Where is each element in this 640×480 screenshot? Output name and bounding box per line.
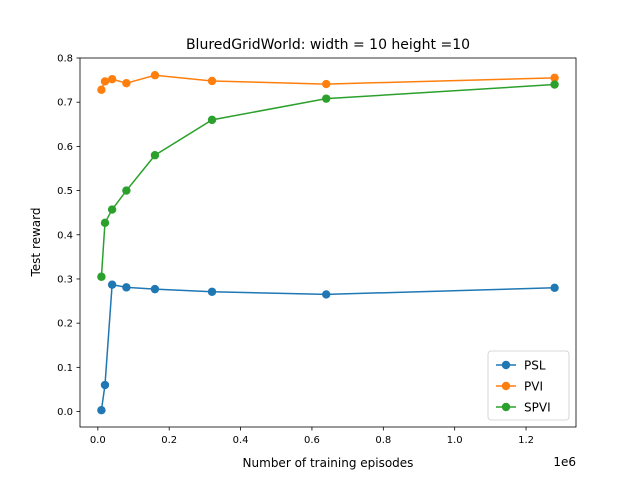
data-point-psl xyxy=(150,284,160,294)
data-point-pvi xyxy=(97,85,106,95)
data-point-psl xyxy=(122,283,131,292)
legend-label-pvi: PVI xyxy=(524,380,543,394)
y-tick-label: 0.2 xyxy=(57,319,73,330)
data-point-spvi xyxy=(207,115,217,125)
legend: PSL PVI SPVI xyxy=(487,350,570,421)
series-line-spvi xyxy=(100,83,555,277)
chart-title: BluredGridWorld: width = 10 height =10 xyxy=(186,37,470,53)
data-point-spvi xyxy=(97,272,106,281)
data-point-pvi xyxy=(322,79,331,89)
data-point-psl xyxy=(550,283,559,292)
legend-marker-pvi xyxy=(501,381,511,391)
data-point-psl xyxy=(100,380,110,390)
data-point-pvi xyxy=(100,77,110,86)
x-tick-label: 0.0 xyxy=(90,435,106,446)
data-point-spvi xyxy=(150,151,160,160)
data-point-pvi xyxy=(122,78,131,88)
data-point-spvi xyxy=(122,186,131,195)
x-tick-label: 0.2 xyxy=(161,435,177,446)
data-point-psl xyxy=(207,287,217,296)
y-axis-label: Test reward xyxy=(29,207,43,277)
x-tick-label: 0.4 xyxy=(233,435,249,446)
data-point-pvi xyxy=(550,73,559,83)
data-point-spvi xyxy=(100,218,110,228)
y-tick-label: 0.0 xyxy=(57,407,73,418)
legend-label-spvi: SPVI xyxy=(524,401,551,415)
y-tick-label: 0.1 xyxy=(57,363,73,374)
data-point-psl xyxy=(322,290,331,299)
data-point-spvi xyxy=(322,94,331,103)
plot-area: 0.0 0.2 0.4 0.6 0.8 1.0 1.2 0.0 0.1 0.2 0.3 0.4 0.5 0… xyxy=(57,54,577,446)
y-tick-label: 0.8 xyxy=(57,54,73,65)
x-tick-label: 0.6 xyxy=(304,435,320,446)
data-point-spvi xyxy=(550,80,559,89)
x-tick-label: 1.2 xyxy=(518,435,534,446)
y-tick-label: 0.5 xyxy=(57,186,73,197)
y-tick-label: 0.7 xyxy=(57,98,73,109)
data-point-psl xyxy=(107,280,117,289)
data-point-spvi xyxy=(107,205,117,214)
y-tick-label: 0.6 xyxy=(57,142,73,153)
data-point-pvi xyxy=(150,71,160,80)
x-axis-offset-label: 1e6 xyxy=(553,455,576,469)
legend-label-psl: PSL xyxy=(524,359,546,373)
y-tick-label: 0.3 xyxy=(57,274,73,285)
data-point-pvi xyxy=(207,76,217,86)
x-tick-label: 1.0 xyxy=(447,435,463,446)
legend-marker-spvi xyxy=(501,402,511,412)
axes-frame xyxy=(79,57,577,428)
data-point-psl xyxy=(97,406,106,415)
x-axis-label: Number of training episodes xyxy=(243,456,414,470)
y-tick-label: 0.4 xyxy=(57,230,73,241)
x-tick-label: 0.8 xyxy=(375,435,391,446)
series-line-psl xyxy=(100,283,555,411)
legend-marker-psl xyxy=(501,360,511,370)
data-point-pvi xyxy=(107,75,117,84)
